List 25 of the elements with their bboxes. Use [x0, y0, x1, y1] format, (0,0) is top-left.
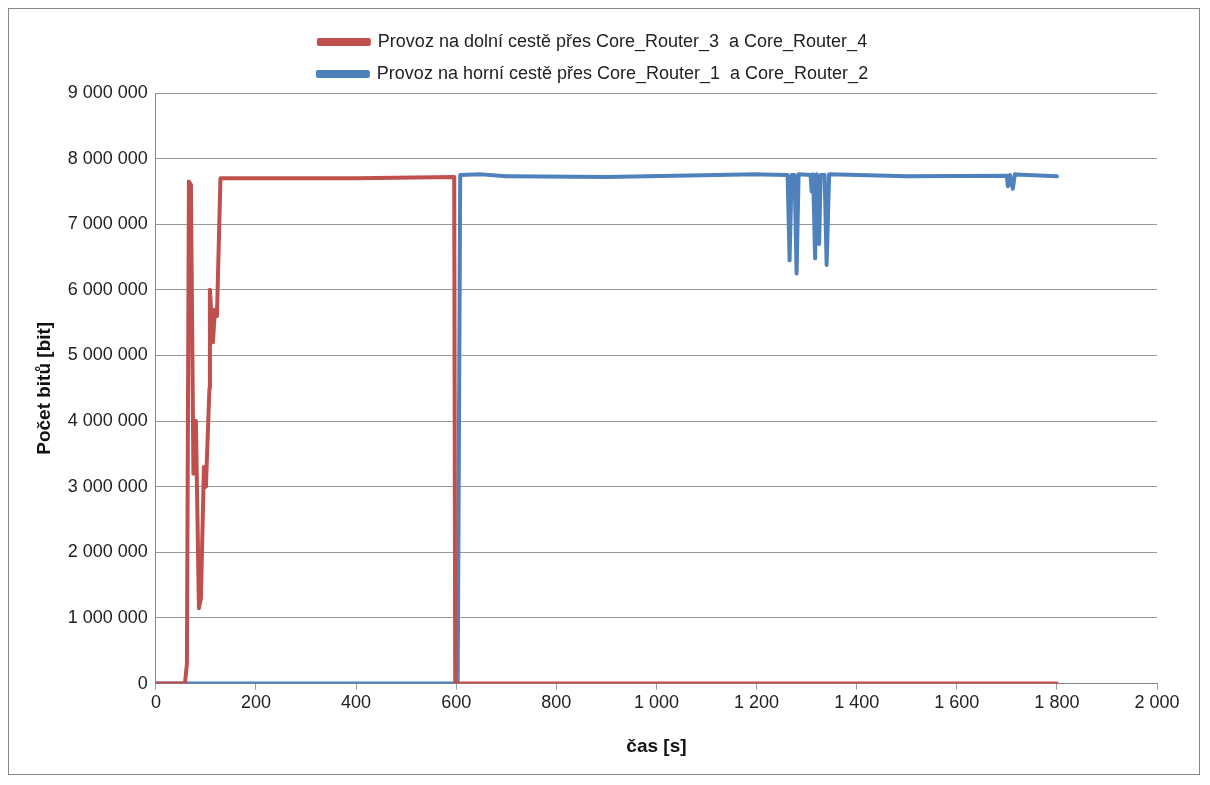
- x-axis-title: čas [s]: [626, 734, 687, 756]
- x-tick-label: 2 000: [1134, 692, 1180, 713]
- x-tick-label: 600: [441, 692, 472, 713]
- y-tick-label: 3 000 000: [67, 475, 148, 496]
- x-tick-label: 1 400: [834, 692, 880, 713]
- x-tick-label: 1 200: [734, 692, 780, 713]
- x-tick-label: 0: [150, 692, 161, 713]
- x-tick-label: 400: [341, 692, 372, 713]
- y-tick-label: 0: [137, 672, 148, 693]
- y-tick-label: 5 000 000: [67, 344, 148, 365]
- y-axis-title: Počet bitů [bit]: [32, 321, 54, 455]
- legend-label: Provoz na horní cestě přes Core_Router_1 a Core_Router_2: [376, 62, 869, 84]
- y-tick-label: 8 000 000: [67, 147, 148, 168]
- x-tick-label: 1 800: [1034, 692, 1080, 713]
- y-tick-label: 4 000 000: [67, 410, 148, 431]
- x-tick-label: 200: [240, 692, 272, 713]
- x-tick-label: 1 600: [934, 692, 980, 713]
- x-tick-label: 1 000: [633, 692, 679, 713]
- legend-label: Provoz na dolní cestě přes Core_Router_3 a Core_Router_4: [377, 30, 868, 52]
- x-tick-label: 800: [541, 692, 572, 713]
- y-tick-label: 6 000 000: [67, 278, 148, 299]
- y-tick-label: 1 000 000: [67, 606, 148, 627]
- y-tick-label: 9 000 000: [67, 81, 148, 102]
- y-tick-label: 7 000 000: [67, 213, 148, 234]
- y-tick-label: 2 000 000: [67, 541, 148, 562]
